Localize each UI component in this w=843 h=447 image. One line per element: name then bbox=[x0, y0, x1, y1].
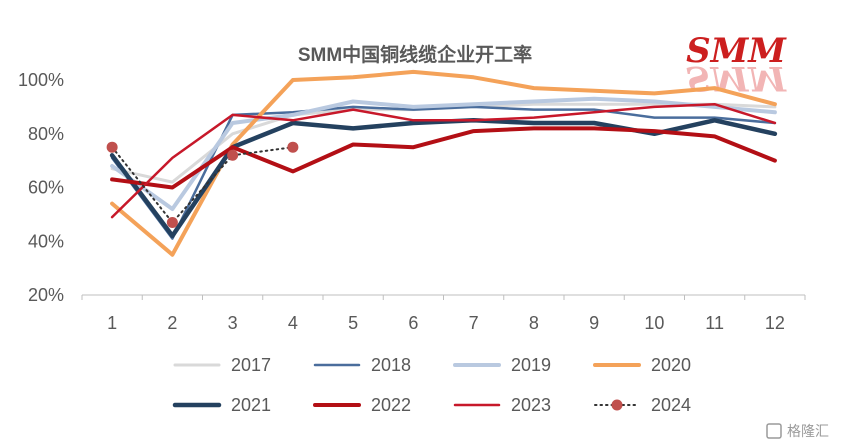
x-tick-label: 10 bbox=[644, 313, 664, 333]
series-line-2017 bbox=[110, 102, 777, 184]
series-line-2019 bbox=[110, 96, 777, 211]
legend-item-2019: 2019 bbox=[453, 355, 551, 375]
logo-reflection: SMM bbox=[686, 58, 787, 98]
series-line-2018 bbox=[110, 105, 777, 240]
legend: 2017 2018 2019 2020 2021 2022 2023 2024 bbox=[172, 355, 691, 415]
y-tick-label: 20% bbox=[28, 285, 64, 305]
legend-label: 2021 bbox=[231, 395, 271, 415]
series-line-2023 bbox=[110, 102, 777, 219]
legend-item-2022: 2022 bbox=[313, 395, 411, 415]
x-tick-label: 1 bbox=[107, 313, 117, 333]
x-tick-label: 4 bbox=[288, 313, 298, 333]
series-line-2022 bbox=[110, 126, 777, 190]
legend-label: 2020 bbox=[651, 355, 691, 375]
series-point-2024 bbox=[227, 149, 239, 161]
series-point-2024 bbox=[106, 141, 118, 153]
x-tick-label: 2 bbox=[167, 313, 177, 333]
legend-label: 2017 bbox=[231, 355, 271, 375]
legend-item-2017: 2017 bbox=[173, 355, 271, 375]
y-tick-label: 60% bbox=[28, 178, 64, 198]
watermark: 格隆汇 bbox=[766, 423, 829, 439]
legend-item-2021: 2021 bbox=[172, 395, 271, 415]
legend-label: 2022 bbox=[371, 395, 411, 415]
y-tick-label: 80% bbox=[28, 124, 64, 144]
series-layer bbox=[106, 69, 778, 257]
legend-item-2020: 2020 bbox=[593, 355, 691, 375]
x-tick-label: 7 bbox=[469, 313, 479, 333]
series-point-2024 bbox=[287, 141, 299, 153]
x-tick-label: 12 bbox=[765, 313, 785, 333]
chart-title: SMM中国铜线缆企业开工率 bbox=[298, 43, 532, 66]
x-tick-label: 9 bbox=[589, 313, 599, 333]
x-tick-label: 6 bbox=[408, 313, 418, 333]
x-tick-label: 5 bbox=[348, 313, 358, 333]
y-tick-label: 100% bbox=[18, 70, 64, 90]
legend-label: 2023 bbox=[511, 395, 551, 415]
legend-item-2024: 2024 bbox=[594, 395, 691, 415]
series-point-2024 bbox=[166, 216, 178, 228]
series-line-2024 bbox=[111, 146, 294, 224]
y-tick-label: 40% bbox=[28, 231, 64, 251]
legend-label: 2019 bbox=[511, 355, 551, 375]
x-tick-label: 11 bbox=[705, 313, 724, 333]
x-tick-label: 8 bbox=[529, 313, 539, 333]
y-axis: 20% 40% 60% 80% 100% bbox=[18, 70, 64, 305]
watermark-text: 格隆汇 bbox=[787, 423, 829, 439]
x-axis: 1 2 3 4 5 6 7 8 9 10 11 12 bbox=[81, 294, 806, 333]
x-tick-label: 3 bbox=[228, 313, 238, 333]
legend-marker bbox=[611, 399, 623, 411]
legend-label: 2024 bbox=[651, 395, 691, 415]
logo-text: SMM bbox=[686, 31, 787, 71]
legend-item-2018: 2018 bbox=[313, 355, 411, 375]
legend-label: 2018 bbox=[371, 355, 411, 375]
legend-item-2023: 2023 bbox=[453, 395, 551, 415]
smm-logo: SMM SMM bbox=[686, 31, 787, 98]
